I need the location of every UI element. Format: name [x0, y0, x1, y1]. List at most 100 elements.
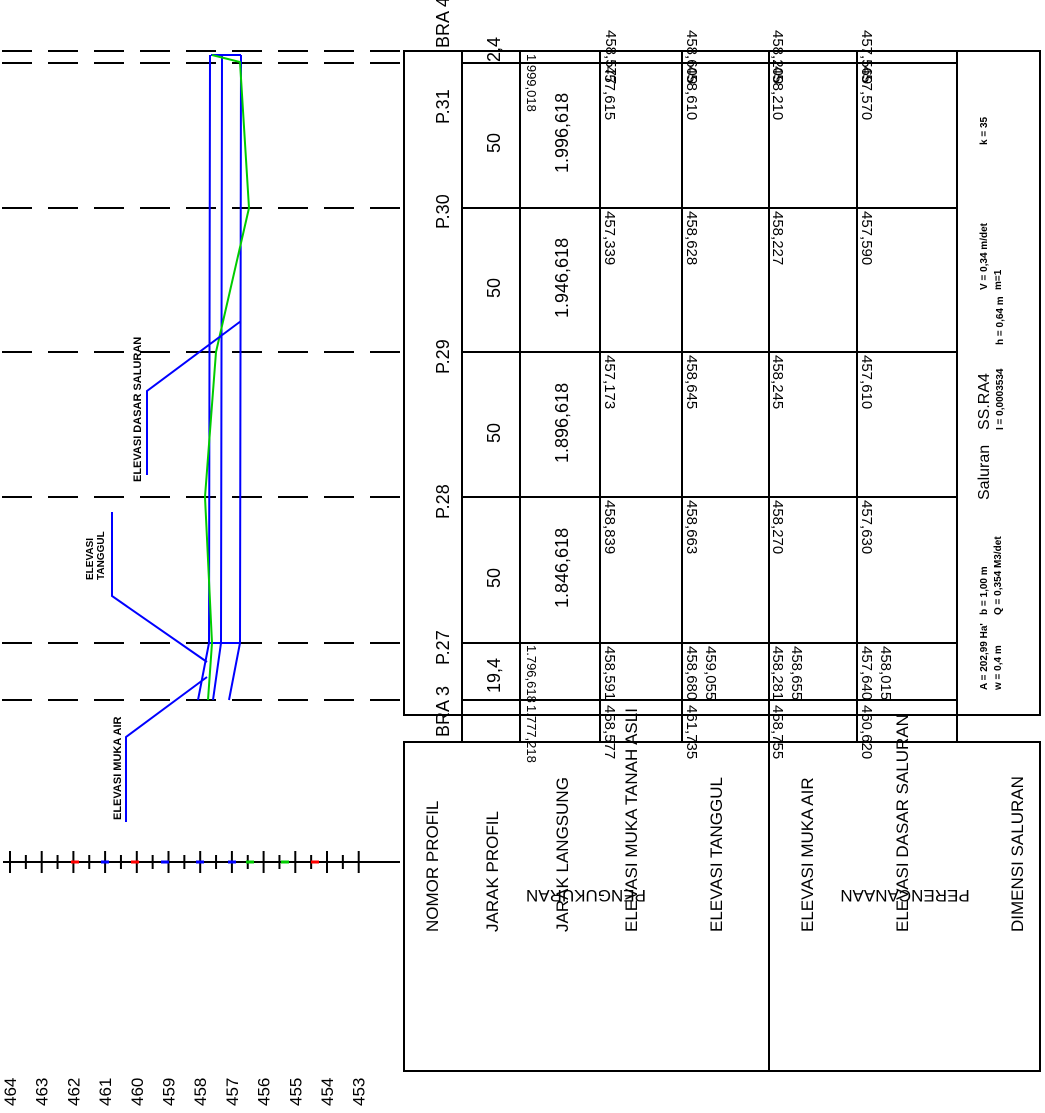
- row-label-jarak-profil: JARAK PROFIL: [483, 811, 502, 932]
- section-perencanaan: PERENCANAAN: [840, 886, 969, 905]
- line-tanggul: [228, 54, 242, 701]
- table-frame: [403, 50, 1041, 1072]
- dasar-value-2: 458,015: [877, 646, 894, 700]
- profile-nomor: BRA 3: [433, 686, 453, 737]
- profile-nomor: P.30: [433, 194, 453, 229]
- profile-nomor: P.28: [433, 484, 453, 519]
- scale-label: 458: [191, 1078, 210, 1106]
- scale-label: 453: [350, 1078, 369, 1106]
- dim-w: w = 0,4 m: [993, 645, 1004, 691]
- row-label-jarak-langsung: JARAK LANGSUNG: [553, 777, 572, 932]
- tanggul-value: 458,609: [683, 30, 700, 84]
- scale-label: 459: [160, 1078, 179, 1106]
- jarak-langsung: 1.946,618: [552, 238, 572, 318]
- jarak-langsung: 1.846,618: [552, 528, 572, 608]
- design-lines: [197, 54, 242, 701]
- scale-label: 460: [128, 1078, 147, 1106]
- tanah-asli-value: 457,173: [601, 355, 618, 409]
- muka-air-value-2: 458,655: [788, 646, 805, 700]
- scale-label: 454: [318, 1078, 337, 1106]
- jarak-langsung: 1.999,018: [524, 54, 539, 112]
- tanggul-value: 458,645: [683, 355, 700, 409]
- profile-nomor: P.31: [433, 89, 453, 124]
- profile-nomor: P.29: [433, 339, 453, 374]
- jarak-profil: 50: [484, 568, 504, 588]
- scale-label: 457: [223, 1078, 242, 1106]
- jarak-profil: 2,4: [484, 37, 504, 62]
- profile-lines: ELEVASI DASAR SALURAN ELEVASI TANGGUL EL…: [2, 50, 404, 822]
- muka-air-value: 458,755: [769, 705, 786, 759]
- dasar-value: 457,570: [858, 66, 875, 120]
- scale-label: 455: [286, 1078, 305, 1106]
- jarak-profil: 50: [484, 278, 504, 298]
- label-muka-air: ELEVASI MUKA AIR: [112, 716, 124, 820]
- muka-air-value: 458,245: [769, 355, 786, 409]
- muka-air-value: 458,227: [769, 211, 786, 265]
- dim-i: I = 0,0003534: [995, 368, 1006, 430]
- tanggul-value: 461,735: [683, 705, 700, 759]
- jarak-profil: 50: [484, 133, 504, 153]
- tanah-asli-value: 458,591: [601, 646, 618, 700]
- jarak-langsung: 1.896,618: [552, 383, 572, 463]
- dasar-value: 457,590: [858, 211, 875, 265]
- jarak-langsung-values: 1.846,618 1.896,618 1.946,618 1.996,618: [552, 93, 572, 608]
- elevation-values: 458,577 461,735 458,755 460,620 458,591 …: [601, 30, 894, 759]
- jarak-langsung: 1.996,618: [552, 93, 572, 173]
- muka-air-value: 458,209: [769, 30, 786, 84]
- tanggul-value: 458,680: [683, 646, 700, 700]
- dim-a: A = 202,99 Ha': [979, 623, 990, 690]
- scale-label: 464: [1, 1078, 20, 1106]
- label-dasar-saluran: ELEVASI DASAR SALURAN: [132, 337, 144, 482]
- row-label-tanah-asli: ELEVASI MUKA TANAH ASLI: [622, 708, 641, 932]
- muka-air-value: 458,270: [769, 500, 786, 554]
- muka-air-value: 458,210: [769, 66, 786, 120]
- row-label-tanggul: ELEVASI TANGGUL: [707, 777, 726, 932]
- tanggul-value: 458,628: [683, 211, 700, 265]
- dim-h: h = 0,64 m: [995, 296, 1006, 345]
- line-tanah-asli: [203, 54, 251, 701]
- scale-label: 463: [33, 1078, 52, 1106]
- jarak-langsung: 1.777,218: [524, 705, 539, 763]
- elevation-scale: 464 463 462 461 460 459 458 457 456 455 454 453: [1, 851, 400, 1106]
- leader-lines: [111, 320, 242, 822]
- profile-nomor: P.27: [433, 630, 453, 665]
- tanah-asli-value: 458,577: [601, 705, 618, 759]
- row-label-muka-air: ELEVASI MUKA AIR: [798, 777, 817, 932]
- dasar-value: 460,620: [858, 705, 875, 759]
- row-label-nomor-profil: NOMOR PROFIL: [423, 801, 442, 932]
- section-pengukuran: PENGUKURAN: [526, 886, 646, 905]
- dasar-value: 457,640: [858, 646, 875, 700]
- dasar-value: 457,630: [858, 500, 875, 554]
- station-dashed-lines: [2, 50, 404, 701]
- row-labels: NOMOR PROFIL JARAK PROFIL JARAK LANGSUNG…: [423, 708, 1027, 932]
- jarak-langsung: 1.796,618: [524, 645, 539, 703]
- scale-label: 456: [255, 1078, 274, 1106]
- tanggul-value: 458,663: [683, 500, 700, 554]
- dim-b: b = 1,00 m: [979, 566, 990, 615]
- dim-v: V = 0,34 m/det: [979, 222, 990, 290]
- dasar-value: 457,569: [858, 30, 875, 84]
- tanggul-value-2: 459,055: [702, 646, 719, 700]
- dasar-value: 457,610: [858, 355, 875, 409]
- jarak-profil-values: 19,4 50 50 50 50 2,4: [484, 37, 504, 693]
- tanggul-value: 458,610: [683, 66, 700, 120]
- scale-label: 461: [96, 1078, 115, 1106]
- dimensi-saluran-word: Saluran: [976, 445, 993, 500]
- tanah-asli-value: 458,577: [602, 30, 619, 84]
- label-tanggul-2: TANGGUL: [96, 531, 107, 580]
- row-label-dimensi: DIMENSI SALURAN: [1008, 776, 1027, 932]
- scale-label: 462: [64, 1078, 83, 1106]
- dim-q: Q = 0,354 M3/det: [993, 536, 1004, 615]
- dim-k: k = 35: [979, 116, 990, 145]
- dim-m: m=1: [993, 269, 1004, 290]
- label-tanggul-1: ELEVASI: [85, 538, 96, 580]
- row-label-dasar-saluran: ELEVASI DASAR SALURAN: [893, 714, 912, 932]
- profile-nomor: BRA 4: [433, 0, 453, 48]
- muka-air-value: 458,281: [769, 646, 786, 700]
- tanah-asli-value: 458,839: [601, 500, 618, 554]
- dimensi-saluran-block: Saluran SS.RA4 A = 202,99 Ha' w = 0,4 m …: [976, 116, 1006, 691]
- line-dasar-saluran: [197, 54, 211, 701]
- jarak-profil: 19,4: [484, 658, 504, 693]
- dimensi-saluran-name: SS.RA4: [976, 373, 993, 430]
- profile-numbers: BRA 3 P.27 P.28 P.29 P.30 P.31 BRA 4: [433, 0, 453, 737]
